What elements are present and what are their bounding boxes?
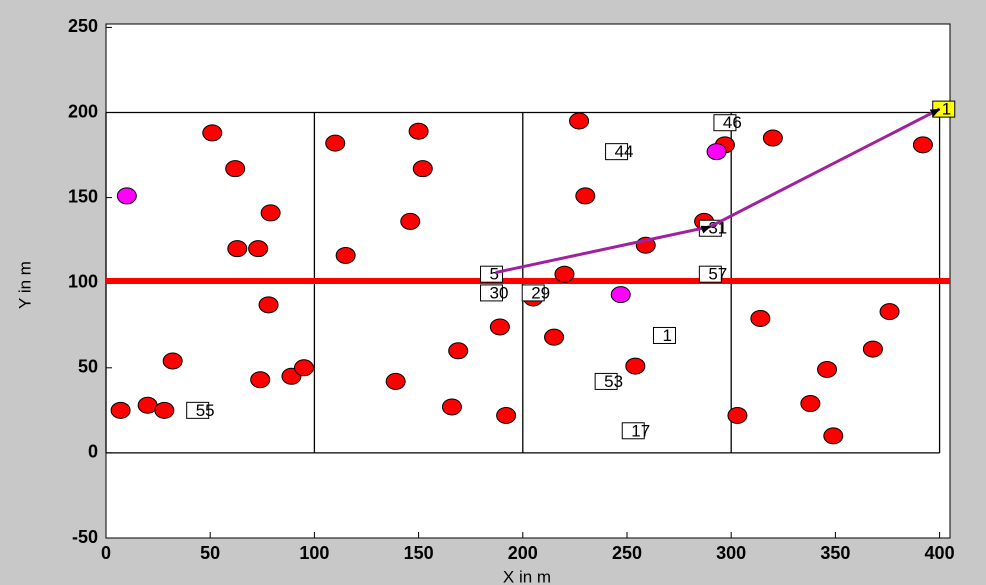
- node-point: [762, 129, 783, 147]
- y-tick-label: 50: [78, 357, 98, 377]
- node-square: [621, 422, 645, 440]
- node-label: 30: [490, 283, 509, 302]
- node-point: [408, 122, 429, 140]
- node-point: [823, 427, 844, 445]
- node-point: [575, 187, 596, 205]
- node-point: [293, 359, 314, 377]
- node-square: [480, 265, 504, 283]
- node-point: [202, 124, 223, 142]
- node-point: [154, 401, 175, 419]
- y-tick-label: 0: [88, 442, 98, 462]
- node-label: 1: [942, 100, 951, 119]
- node-square: [652, 326, 676, 344]
- x-axis-label: X in m: [503, 567, 551, 585]
- node-point: [912, 136, 933, 154]
- node-point: [610, 286, 631, 304]
- node-label: 5: [490, 265, 499, 284]
- x-tick-label: 300: [716, 543, 746, 563]
- route-path: [495, 107, 941, 274]
- node-point: [250, 371, 271, 389]
- x-tick-label: 400: [925, 543, 955, 563]
- node-square: [605, 143, 629, 161]
- x-tick-label: 150: [404, 543, 434, 563]
- y-tick-label: 250: [68, 16, 98, 36]
- node-point: [817, 361, 838, 379]
- node-point: [412, 160, 433, 178]
- node-point: [706, 143, 727, 161]
- node-point: [116, 187, 137, 205]
- node-point: [727, 406, 748, 424]
- node-point: [225, 160, 246, 178]
- node-point: [554, 265, 575, 283]
- node-point: [750, 309, 771, 327]
- node-label: 1: [662, 326, 671, 345]
- node-point: [325, 134, 346, 152]
- node-square: [594, 372, 618, 390]
- node-point: [162, 352, 183, 370]
- x-tick-label: 350: [820, 543, 850, 563]
- node-point: [496, 406, 517, 424]
- node-point: [137, 396, 158, 414]
- node-point: [800, 395, 821, 413]
- node-point: [625, 357, 646, 375]
- node-label: 53: [604, 372, 623, 391]
- node-square: [521, 284, 545, 302]
- y-axis-label: Y in m: [15, 261, 34, 309]
- node-label: 46: [723, 113, 742, 132]
- node-point: [448, 342, 469, 360]
- node-point: [544, 328, 565, 346]
- node-point: [862, 340, 883, 358]
- node-point: [227, 240, 248, 258]
- x-tick-label: 200: [508, 543, 538, 563]
- node-square: [186, 401, 210, 419]
- node-point: [569, 112, 590, 130]
- node-point: [335, 246, 356, 264]
- node-label: 29: [531, 283, 550, 302]
- x-tick-label: 100: [299, 543, 329, 563]
- x-tick-label: 0: [101, 543, 111, 563]
- node-square: [698, 265, 722, 283]
- y-tick-label: -50: [72, 527, 98, 547]
- node-label: 55: [196, 401, 215, 420]
- node-point: [400, 212, 421, 230]
- node-label: 57: [708, 265, 727, 284]
- y-tick-label: 150: [68, 186, 98, 206]
- node-label: 44: [615, 142, 634, 161]
- y-tick-label: 100: [68, 271, 98, 291]
- x-tick-label: 50: [200, 543, 220, 563]
- node-point: [385, 372, 406, 390]
- node-point: [110, 401, 131, 419]
- node-point: [258, 296, 279, 314]
- node-square: [480, 284, 504, 302]
- y-tick-label: 200: [68, 101, 98, 121]
- node-point: [260, 204, 281, 222]
- node-point: [879, 303, 900, 321]
- node-point: [489, 318, 510, 336]
- node-label: 17: [631, 421, 650, 440]
- node-point: [441, 398, 462, 416]
- x-tick-label: 250: [612, 543, 642, 563]
- node-point: [248, 240, 269, 258]
